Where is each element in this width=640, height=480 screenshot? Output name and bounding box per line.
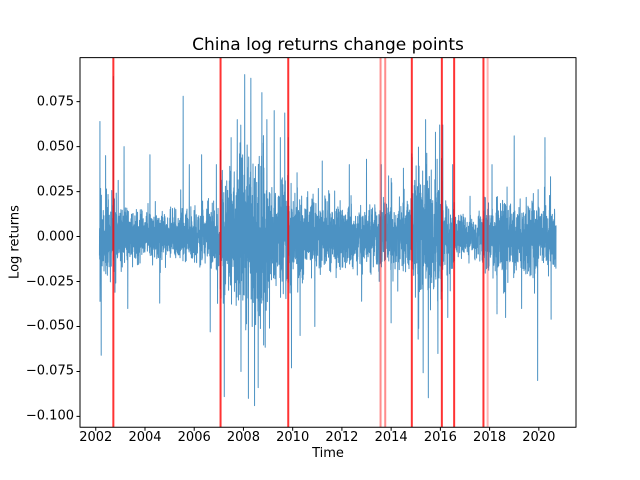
x-tick-label: 2004 bbox=[128, 430, 162, 445]
x-tick-label: 2008 bbox=[226, 430, 260, 445]
y-tick-label: 0.025 bbox=[36, 184, 74, 200]
x-tick-label: 2002 bbox=[79, 430, 113, 445]
y-tick-label: −0.050 bbox=[25, 318, 74, 334]
x-tick-label: 2010 bbox=[276, 430, 310, 445]
chart-title: China log returns change points bbox=[192, 35, 464, 55]
x-tick-label: 2016 bbox=[423, 430, 457, 445]
x-tick-label: 2006 bbox=[177, 430, 211, 445]
y-tick-label: 0.075 bbox=[36, 94, 74, 110]
y-tick-label: −0.025 bbox=[25, 274, 74, 290]
x-tick-label: 2018 bbox=[473, 430, 507, 445]
y-axis-label: Log returns bbox=[7, 205, 23, 279]
x-tick-label: 2014 bbox=[374, 430, 408, 445]
y-tick-label: −0.100 bbox=[25, 408, 74, 424]
x-axis-label: Time bbox=[312, 446, 344, 461]
y-tick-label: 0.000 bbox=[36, 229, 74, 245]
y-tick-label: −0.075 bbox=[25, 363, 74, 379]
y-tick-label: 0.050 bbox=[36, 139, 74, 155]
x-tick-label: 2020 bbox=[522, 430, 556, 445]
x-tick-label: 2012 bbox=[325, 430, 359, 445]
